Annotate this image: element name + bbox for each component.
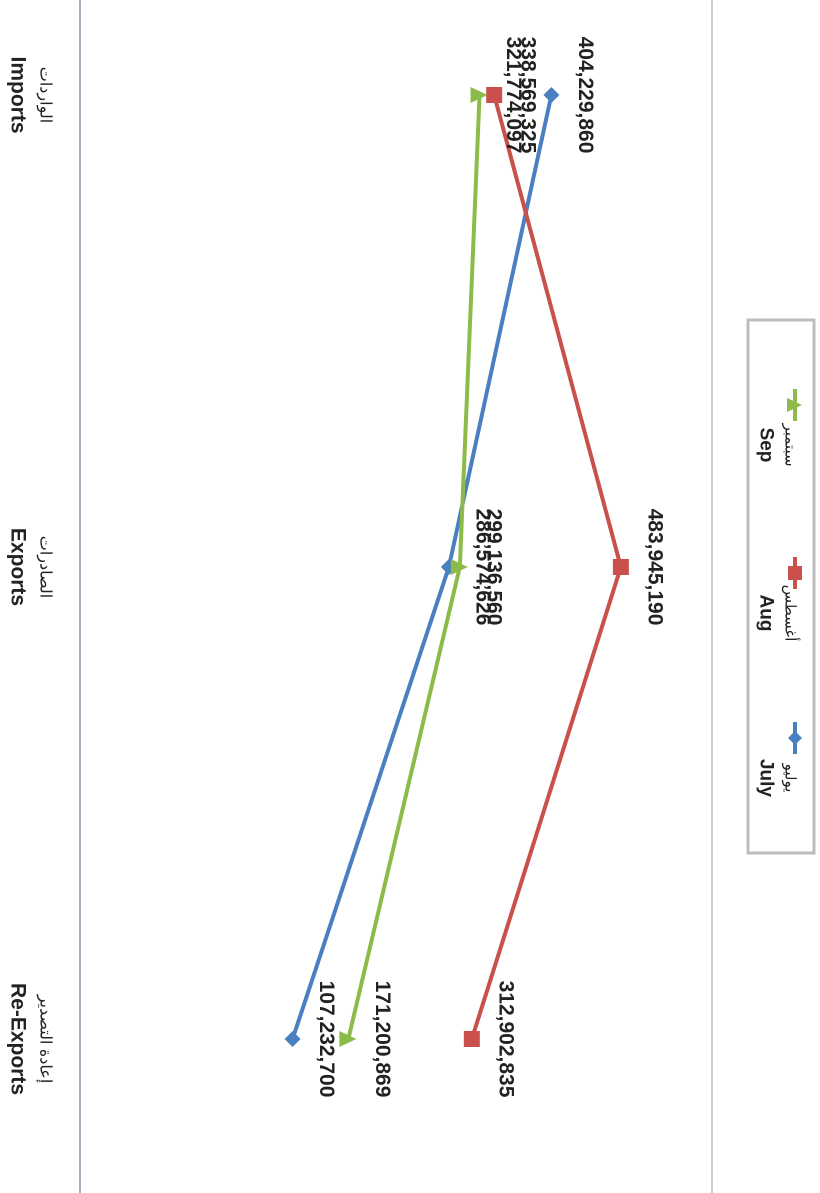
category-label-exports-ar: الصادرات xyxy=(37,536,54,598)
legend-marker-july xyxy=(788,731,802,745)
legend-label-aug: Aug xyxy=(756,595,777,632)
category-label-re-exports: Re-Exports xyxy=(7,983,30,1095)
data-point-sep-3 xyxy=(339,1031,357,1047)
data-point-aug-3 xyxy=(463,1031,480,1047)
data-point-aug-2 xyxy=(612,559,629,575)
series-line-july xyxy=(290,94,554,1040)
data-label-aug-3: 312,902,835 xyxy=(494,981,517,1098)
data-point-sep-1 xyxy=(470,87,488,103)
legend-marker-aug xyxy=(788,566,802,580)
data-label-july-2: 286,574,626 xyxy=(471,509,494,626)
data-label-aug-1: 338,569,325 xyxy=(517,37,540,154)
category-label-imports: Imports xyxy=(7,56,30,133)
data-point-july-3 xyxy=(284,1031,301,1047)
data-label-sep-2: 299,136,560 xyxy=(482,509,505,626)
data-label-sep-1: 321,774,097 xyxy=(502,37,525,154)
category-label-exports: Exports xyxy=(7,528,30,606)
data-label-july-1: 404,229,860 xyxy=(574,37,597,154)
data-point-aug-1 xyxy=(486,87,503,103)
legend-label-sep-ar: سبتمبر xyxy=(782,422,799,466)
data-point-july-1 xyxy=(543,87,560,103)
category-label-re-exports-ar: إعادة التصدير xyxy=(37,994,54,1084)
legend-label-july: July xyxy=(756,759,777,797)
legend-box xyxy=(746,318,816,855)
data-label-sep-3: 171,200,869 xyxy=(371,981,394,1098)
data-point-sep-2 xyxy=(450,559,468,575)
legend-label-july-ar: يوليو xyxy=(782,763,799,793)
data-label-july-3: 107,232,700 xyxy=(315,981,338,1098)
legend-marker-sep xyxy=(787,398,802,412)
data-label-aug-2: 483,945,190 xyxy=(643,509,666,626)
legend-label-sep: Sep xyxy=(756,428,777,463)
legend-label-aug-ar: أغسطس xyxy=(782,585,801,642)
category-label-imports-ar: الواردات xyxy=(37,67,54,123)
